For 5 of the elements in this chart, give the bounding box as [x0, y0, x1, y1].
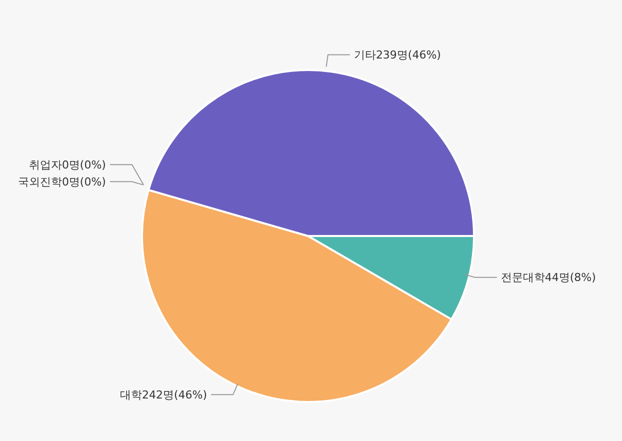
category-label: 취업자0명(0%): [28, 158, 106, 172]
legend-label: 국외진학0명(0%): [18, 175, 106, 188]
slice-label: 전문대학44명(8%): [500, 271, 596, 284]
slice-label: 대학242명(46%): [120, 388, 208, 402]
slice-label: 기타239명(46%): [354, 48, 441, 62]
